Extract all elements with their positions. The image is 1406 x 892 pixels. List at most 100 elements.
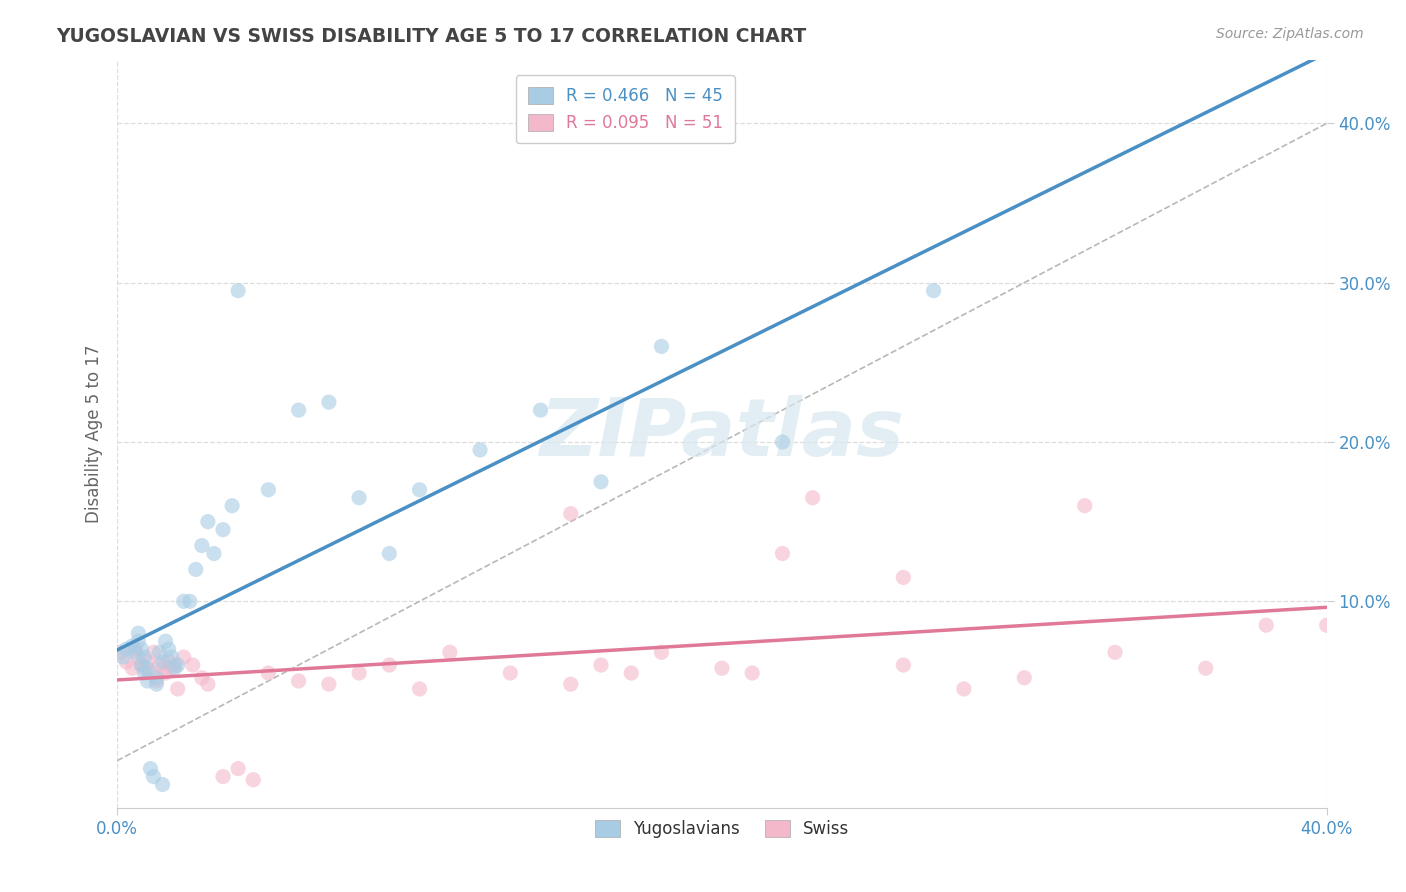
Point xyxy=(152,778,174,792)
Point xyxy=(139,762,162,776)
Point xyxy=(148,645,170,659)
Point xyxy=(287,403,309,417)
Point xyxy=(160,650,183,665)
Point xyxy=(163,661,186,675)
Point xyxy=(152,655,174,669)
Point xyxy=(173,594,195,608)
Legend: Yugoslavians, Swiss: Yugoslavians, Swiss xyxy=(588,814,856,845)
Point xyxy=(953,681,976,696)
Point xyxy=(127,626,149,640)
Point xyxy=(121,639,143,653)
Point xyxy=(152,661,174,675)
Point xyxy=(378,547,401,561)
Point xyxy=(191,671,214,685)
Point xyxy=(136,673,159,688)
Point xyxy=(197,515,219,529)
Point xyxy=(650,645,672,659)
Point xyxy=(115,655,138,669)
Point xyxy=(166,658,188,673)
Point xyxy=(131,658,153,673)
Point xyxy=(347,491,370,505)
Point xyxy=(127,650,149,665)
Point xyxy=(893,570,915,584)
Point xyxy=(155,634,177,648)
Point xyxy=(560,507,582,521)
Point xyxy=(139,665,162,680)
Point xyxy=(136,661,159,675)
Point xyxy=(131,658,153,673)
Point xyxy=(650,339,672,353)
Point xyxy=(121,661,143,675)
Point xyxy=(181,658,204,673)
Point xyxy=(560,677,582,691)
Point xyxy=(184,562,207,576)
Point xyxy=(148,658,170,673)
Text: ZIPatlas: ZIPatlas xyxy=(540,395,904,473)
Point xyxy=(155,665,177,680)
Point xyxy=(124,642,146,657)
Point xyxy=(408,483,430,497)
Text: Source: ZipAtlas.com: Source: ZipAtlas.com xyxy=(1216,27,1364,41)
Point xyxy=(499,665,522,680)
Point xyxy=(136,655,159,669)
Point xyxy=(710,661,733,675)
Point xyxy=(1195,661,1218,675)
Point xyxy=(1014,671,1036,685)
Point xyxy=(770,435,793,450)
Point xyxy=(318,677,340,691)
Point xyxy=(179,594,201,608)
Point xyxy=(173,650,195,665)
Point xyxy=(242,772,264,787)
Point xyxy=(589,475,612,489)
Point xyxy=(112,650,135,665)
Point xyxy=(134,665,156,680)
Point xyxy=(166,681,188,696)
Point xyxy=(124,645,146,659)
Point xyxy=(589,658,612,673)
Point xyxy=(145,673,167,688)
Y-axis label: Disability Age 5 to 17: Disability Age 5 to 17 xyxy=(86,345,103,524)
Point xyxy=(212,523,235,537)
Point xyxy=(801,491,824,505)
Point xyxy=(212,770,235,784)
Point xyxy=(160,661,183,675)
Point xyxy=(157,642,180,657)
Point xyxy=(893,658,915,673)
Point xyxy=(408,681,430,696)
Point xyxy=(142,645,165,659)
Point xyxy=(226,762,249,776)
Point xyxy=(221,499,243,513)
Point xyxy=(922,284,945,298)
Point xyxy=(226,284,249,298)
Point xyxy=(1074,499,1097,513)
Point xyxy=(142,770,165,784)
Point xyxy=(287,673,309,688)
Point xyxy=(770,547,793,561)
Point xyxy=(134,650,156,665)
Text: YUGOSLAVIAN VS SWISS DISABILITY AGE 5 TO 17 CORRELATION CHART: YUGOSLAVIAN VS SWISS DISABILITY AGE 5 TO… xyxy=(56,27,807,45)
Point xyxy=(197,677,219,691)
Point xyxy=(620,665,643,680)
Point xyxy=(257,665,280,680)
Point xyxy=(115,642,138,657)
Point xyxy=(131,642,153,657)
Point xyxy=(439,645,461,659)
Point xyxy=(134,661,156,675)
Point xyxy=(468,442,491,457)
Point xyxy=(202,547,225,561)
Point xyxy=(145,677,167,691)
Point xyxy=(1316,618,1339,632)
Point xyxy=(1104,645,1126,659)
Point xyxy=(257,483,280,497)
Point xyxy=(127,634,149,648)
Point xyxy=(191,539,214,553)
Point xyxy=(157,655,180,669)
Point xyxy=(741,665,763,680)
Point xyxy=(145,671,167,685)
Point xyxy=(529,403,551,417)
Point xyxy=(163,658,186,673)
Point xyxy=(108,645,131,659)
Point xyxy=(318,395,340,409)
Point xyxy=(378,658,401,673)
Point xyxy=(347,665,370,680)
